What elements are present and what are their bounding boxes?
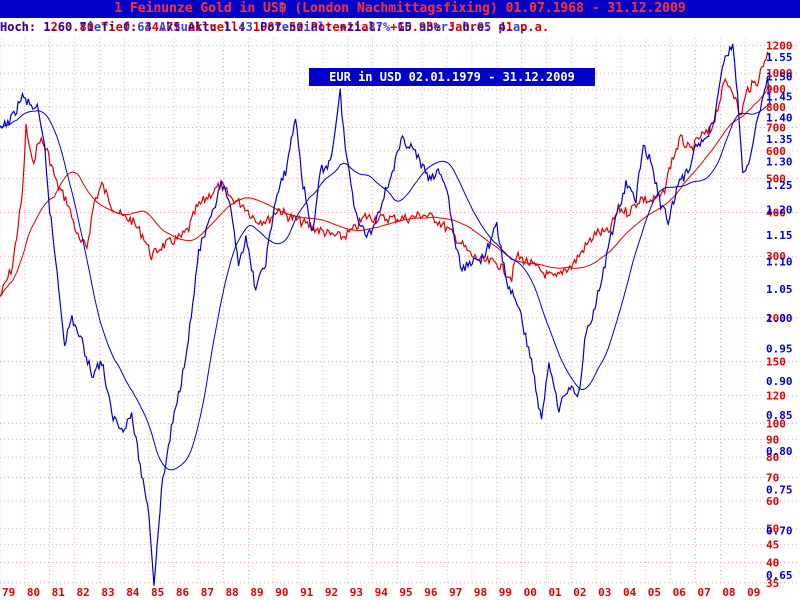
gold-tick-label: 300: [766, 250, 786, 263]
gold-tick-label: 900: [766, 83, 786, 96]
x-tick-label: 80: [27, 586, 40, 599]
x-tick-label: 90: [275, 586, 288, 599]
x-tick-label: 05: [648, 586, 661, 599]
gold-stats-line: Hoch: 1260.80 Tief: 34.75 Aktuell: 1087.…: [0, 20, 550, 34]
x-tick-label: 83: [101, 586, 114, 599]
x-tick-label: 00: [524, 586, 537, 599]
gold-moving-average: [0, 85, 771, 297]
gold-tick-label: 100: [766, 417, 786, 430]
x-tick-label: 93: [350, 586, 363, 599]
x-tick-label: 85: [151, 586, 164, 599]
chart-subtitle: EUR in USD 02.01.1979 - 31.12.2009: [309, 68, 595, 86]
gold-tick-label: 35: [766, 577, 779, 590]
gold-tick-label: 200: [766, 312, 786, 325]
x-tick-label: 06: [673, 586, 687, 599]
x-tick-label: 88: [226, 586, 239, 599]
eur-tick-label: 0.90: [766, 375, 793, 388]
x-tick-label: 01: [548, 586, 562, 599]
chart-title: 1 Feinunze Gold in US$ (London Nachmitta…: [114, 1, 686, 16]
x-tick-label: 79: [2, 586, 15, 599]
eur-tick-label: 0.85: [766, 409, 793, 422]
grid: [0, 38, 800, 584]
eur-tick-label: 0.95: [766, 343, 793, 356]
y-axis-ticks: 35 40 45 50 60 70 80 90 100 120 150 200 300 400 500 600…: [766, 39, 793, 589]
gold-tick-label: 1200: [766, 39, 793, 52]
gold-tick-label: 70: [766, 472, 779, 485]
eur-usd-line: [0, 43, 771, 586]
eur-tick-label: 1.00: [766, 312, 793, 325]
x-tick-label: 91: [300, 586, 314, 599]
eur-moving-average: [0, 103, 771, 471]
x-tick-label: 98: [474, 586, 487, 599]
gold-tick-label: 500: [766, 173, 786, 186]
gold-tick-label: 400: [766, 206, 786, 219]
gold-tick-label: 800: [766, 101, 786, 114]
gold-tick-label: 1000: [766, 67, 793, 80]
gold-tick-label: 120: [766, 390, 786, 403]
chart-plot: 79 80 81 82 83 84 85 86 87 88 89 90 91 92 93 94 95 96 97 98…: [0, 38, 800, 599]
eur-tick-label: 1.40: [766, 112, 793, 125]
x-tick-label: 86: [176, 586, 190, 599]
x-tick-label: 84: [126, 586, 140, 599]
x-tick-label: 08: [722, 586, 735, 599]
x-tick-label: 96: [424, 586, 438, 599]
gold-tick-label: 150: [766, 356, 786, 369]
gold-tick-label: 40: [766, 557, 779, 570]
eur-tick-label: 1.05: [766, 283, 793, 296]
chart-title-overlay: 1 Feinunze Gold in USD (London Nachmitta…: [114, 1, 686, 16]
gold-tick-label: 50: [766, 523, 779, 536]
x-tick-label: 03: [598, 586, 611, 599]
eur-tick-label: 1.55: [766, 51, 793, 64]
x-tick-label: 92: [325, 586, 338, 599]
x-tick-label: 97: [449, 586, 462, 599]
gold-tick-label: 60: [766, 495, 779, 508]
x-tick-label: 82: [77, 586, 90, 599]
eur-tick-label: 1.20: [766, 203, 793, 216]
x-tick-label: 87: [201, 586, 214, 599]
eur-stats-line: Hoch: 1.60 Tief: 0.64 Aktuell: 1.43 Pote…: [0, 20, 528, 34]
x-tick-label: 04: [623, 586, 637, 599]
x-tick-label: 89: [250, 586, 263, 599]
eur-tick-label: 1.45: [766, 91, 793, 104]
eur-tick-label: 1.25: [766, 179, 793, 192]
x-tick-label: 02: [573, 586, 586, 599]
eur-tick-label: 1.15: [766, 229, 793, 242]
x-tick-label: 95: [399, 586, 412, 599]
eur-tick-label: 0.65: [766, 569, 793, 582]
gold-price-line: [0, 51, 771, 297]
eur-tick-label: 0.70: [766, 525, 793, 538]
gold-tick-label: 600: [766, 145, 786, 158]
x-tick-label: 09: [747, 586, 760, 599]
x-tick-label: 81: [52, 586, 66, 599]
gold-tick-label: 80: [766, 451, 779, 464]
gold-tick-label: 90: [766, 433, 779, 446]
x-tick-label: 94: [375, 586, 389, 599]
title-bar: 1 Feinunze Gold in USD (London Nachmitta…: [0, 0, 800, 18]
x-tick-label: 07: [697, 586, 710, 599]
x-axis-ticks: 79 80 81 82 83 84 85 86 87 88 89 90 91 92 93 94 95 96 97 98…: [2, 586, 760, 599]
data-lines: [0, 43, 771, 586]
gold-tick-label: 45: [766, 539, 779, 552]
eur-tick-label: 0.80: [766, 445, 793, 458]
eur-tick-label: 1.50: [766, 70, 793, 83]
eur-tick-label: 1.10: [766, 255, 793, 268]
x-tick-label: 99: [499, 586, 512, 599]
eur-tick-label: 1.35: [766, 133, 793, 146]
gold-tick-label: 700: [766, 121, 786, 134]
eur-tick-label: 1.30: [766, 156, 793, 169]
eur-tick-label: 0.75: [766, 483, 793, 496]
